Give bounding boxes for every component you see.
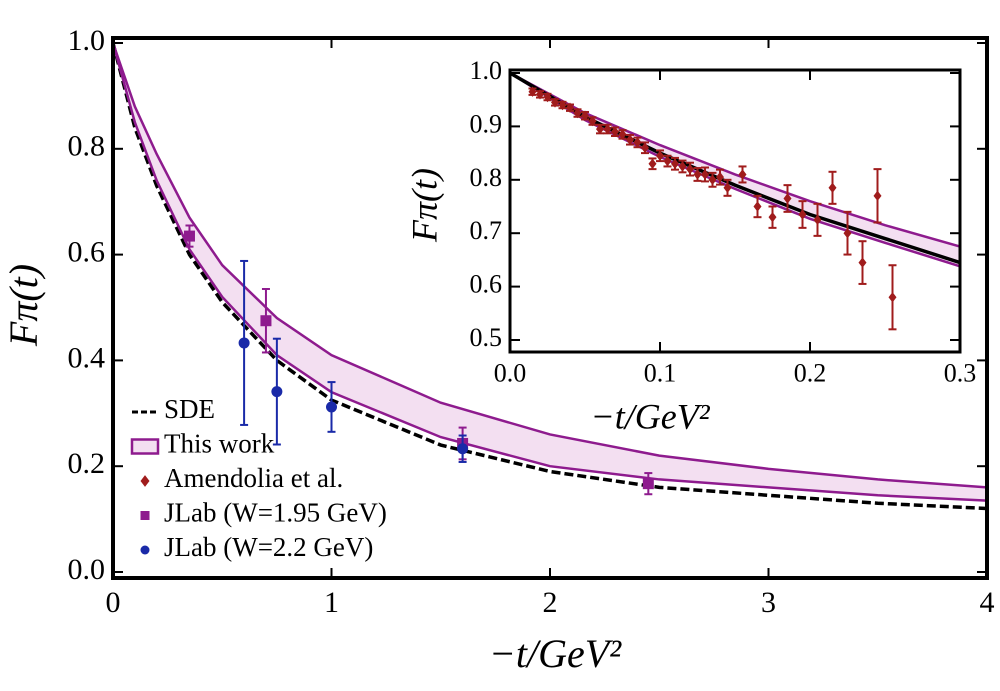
legend-marker: [140, 511, 150, 520]
marker-diamond: [641, 142, 649, 153]
x-tick-label: 0.1: [644, 358, 677, 387]
legend-swatch: [130, 438, 160, 455]
marker-diamond: [596, 123, 604, 135]
x-tick-label: 0.3: [944, 358, 977, 387]
marker-diamond: [716, 171, 724, 183]
y-tick-label: 0.8: [470, 163, 503, 192]
x-axis-label: −t/GeV²: [590, 396, 710, 436]
marker-circle: [457, 443, 469, 455]
marker-square: [260, 315, 272, 327]
marker-diamond: [611, 126, 619, 137]
marker-circle: [238, 337, 250, 349]
marker-diamond: [566, 102, 574, 113]
marker-diamond: [873, 190, 882, 202]
marker-diamond: [693, 169, 702, 180]
y-tick-label: 0.5: [470, 323, 503, 352]
y-tick-label: 1.0: [470, 56, 503, 85]
marker-diamond: [701, 169, 709, 180]
legend-label: Amendolia et al.: [164, 463, 343, 493]
marker-circle: [271, 386, 283, 398]
marker-diamond: [828, 182, 837, 194]
frame: [508, 68, 962, 354]
marker-diamond: [603, 123, 612, 135]
y-tick-label: 1.0: [68, 24, 106, 57]
marker-diamond: [536, 89, 544, 100]
x-tick-label: 0.0: [494, 358, 527, 387]
x-tick-label: 3: [761, 586, 776, 619]
marker-diamond: [783, 193, 792, 204]
marker-diamond: [633, 137, 642, 148]
legend-label: JLab (W=1.95 GeV): [164, 498, 387, 528]
marker-diamond: [671, 158, 679, 169]
marker-diamond: [581, 110, 589, 121]
y-axis-label: Fπ(t): [1, 264, 46, 347]
legend-marker: [140, 545, 150, 555]
marker-circle: [326, 401, 337, 413]
marker-square: [183, 230, 195, 242]
marker-diamond: [626, 134, 634, 145]
marker-diamond: [738, 169, 747, 180]
marker-diamond: [798, 209, 807, 220]
marker-square: [642, 478, 654, 490]
y-tick-label: 0.2: [68, 447, 106, 480]
y-tick-label: 0.8: [68, 130, 106, 163]
y-axis-label: Fπ(t): [404, 168, 444, 243]
legend-label: This work: [164, 429, 275, 459]
y-tick-label: 0.4: [68, 341, 106, 374]
marker-diamond: [528, 86, 537, 97]
marker-diamond: [843, 228, 852, 239]
y-tick-label: 0.0: [68, 553, 106, 586]
legend-label: SDE: [164, 394, 215, 424]
legend: SDE This work Amendolia et al. JLab (W=1.95…: [130, 394, 387, 562]
legend-marker: [140, 475, 150, 487]
marker-diamond: [558, 99, 567, 111]
y-tick-label: 0.6: [470, 270, 503, 299]
marker-diamond: [858, 257, 867, 268]
marker-diamond: [573, 107, 582, 119]
x-axis-label: −t/GeV²: [489, 631, 622, 676]
marker-diamond: [686, 163, 694, 175]
marker-diamond: [888, 292, 897, 303]
x-tick-label: 0.2: [794, 358, 827, 387]
x-tick-label: 2: [543, 586, 558, 619]
marker-diamond: [618, 129, 627, 140]
marker-diamond: [678, 161, 687, 172]
marker-diamond: [813, 214, 822, 226]
marker-diamond: [656, 150, 664, 161]
marker-diamond: [768, 211, 777, 223]
y-tick-label: 0.6: [68, 235, 106, 268]
marker-diamond: [543, 91, 552, 103]
marker-diamond: [551, 97, 559, 108]
x-tick-label: 0: [106, 586, 121, 619]
band-upper: [113, 42, 987, 489]
legend-label: JLab (W=2.2 GeV): [164, 532, 373, 562]
x-tick-label: 4: [980, 586, 995, 619]
marker-diamond: [723, 182, 732, 194]
x-tick-label: 1: [324, 586, 339, 619]
y-tick-label: 0.9: [470, 109, 503, 138]
marker-diamond: [663, 155, 672, 167]
marker-diamond: [588, 115, 597, 127]
marker-diamond: [753, 201, 762, 212]
marker-diamond: [708, 174, 717, 185]
marker-diamond: [648, 158, 657, 169]
y-tick-label: 0.7: [470, 216, 503, 245]
